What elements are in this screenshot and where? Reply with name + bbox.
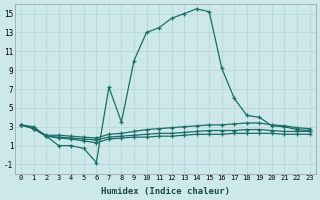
- X-axis label: Humidex (Indice chaleur): Humidex (Indice chaleur): [101, 187, 230, 196]
